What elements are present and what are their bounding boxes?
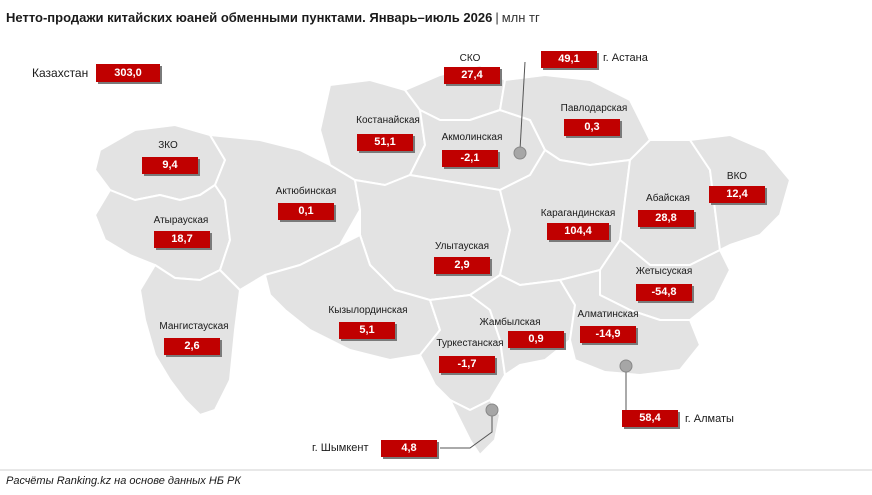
title-unit: млн тг	[501, 10, 540, 25]
source-note: Расчёты Ranking.kz на основе данных НБ Р…	[6, 475, 241, 487]
region-value-aktobe: 0,1	[278, 203, 334, 220]
city-value-shymkent: 4,8	[381, 440, 437, 457]
region-label-zhetysu: Жетысуская	[635, 266, 693, 277]
shymkent-connector	[440, 412, 493, 449]
region-value-zhambyl: 0,9	[508, 331, 564, 348]
region-label-aktobe: Актюбинская	[275, 186, 337, 197]
region-value-sko: 27,4	[444, 67, 500, 84]
shymkent-marker	[485, 403, 499, 417]
region-value-kostanay: 51,1	[357, 134, 413, 151]
region-label-akmola: Акмолинская	[441, 132, 503, 143]
title-separator: |	[495, 10, 499, 25]
region-value-almaty-obl: -14,9	[580, 326, 636, 343]
region-label-pavlodar: Павлодарская	[560, 103, 628, 114]
region-label-zhambyl: Жамбылская	[479, 317, 541, 328]
region-label-kostanay: Костанайская	[356, 115, 420, 126]
region-label-sko: СКО	[459, 53, 481, 64]
region-value-atyrau: 18,7	[154, 231, 210, 248]
region-value-abai: 28,8	[638, 210, 694, 227]
city-label-astana: г. Астана	[603, 52, 648, 64]
total-value: 303,0	[96, 64, 160, 82]
region-label-abai: Абайская	[646, 193, 690, 204]
region-label-karaganda: Карагандинская	[540, 208, 616, 219]
region-shape-almaty-obl	[559, 269, 701, 376]
region-value-zhetysu: -54,8	[636, 284, 692, 301]
region-value-pavlodar: 0,3	[564, 119, 620, 136]
city-label-shymkent: г. Шымкент	[312, 442, 369, 454]
page-title: Нетто-продажи китайских юаней обменными …	[6, 10, 540, 25]
region-label-zko: ЗКО	[158, 140, 178, 151]
almaty-marker	[619, 359, 633, 373]
region-label-vko: ВКО	[726, 171, 748, 182]
region-value-turkestan: -1,7	[439, 356, 495, 373]
city-value-astana: 49,1	[541, 51, 597, 68]
city-label-almaty: г. Алматы	[685, 413, 734, 425]
region-label-ulytau: Улытауская	[434, 241, 490, 252]
total-label: Казахстан	[32, 66, 89, 80]
astana-connector	[519, 61, 526, 151]
region-label-mangystau: Мангистауская	[159, 321, 229, 332]
region-label-turkestan: Туркестанская	[436, 338, 504, 349]
region-label-almaty-obl: Алматинская	[577, 309, 639, 320]
region-label-kyzylorda: Кызылординская	[328, 305, 408, 316]
astana-marker	[513, 146, 527, 160]
region-value-mangystau: 2,6	[164, 338, 220, 355]
region-shape-zhambyl	[469, 274, 576, 376]
city-value-almaty: 58,4	[622, 410, 678, 427]
region-value-vko: 12,4	[709, 186, 765, 203]
region-value-ulytau: 2,9	[434, 257, 490, 274]
region-value-zko: 9,4	[142, 157, 198, 174]
title-text: Нетто-продажи китайских юаней обменными …	[6, 10, 493, 25]
region-value-karaganda: 104,4	[547, 223, 609, 240]
region-value-akmola: -2,1	[442, 150, 498, 167]
region-value-kyzylorda: 5,1	[339, 322, 395, 339]
region-label-atyrau: Атырауская	[153, 215, 209, 226]
